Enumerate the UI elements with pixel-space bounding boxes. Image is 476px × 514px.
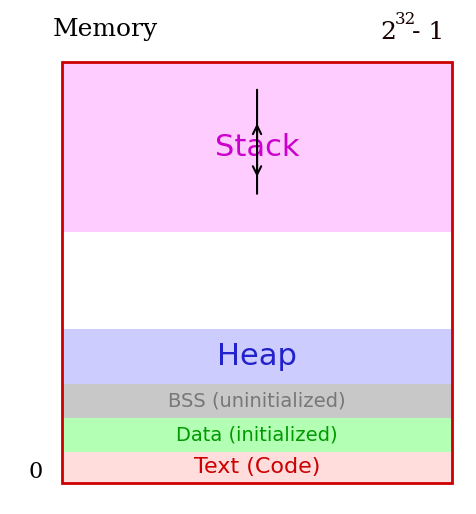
Bar (62, 452, 452, 483)
Text: Memory: Memory (52, 18, 158, 41)
Text: Text (Code): Text (Code) (194, 457, 320, 478)
Bar (62, 384, 452, 418)
Bar (62, 62, 452, 232)
Text: Data (initialized): Data (initialized) (176, 425, 338, 444)
Bar (62, 329, 452, 384)
Text: 0: 0 (29, 461, 43, 483)
Text: - 1: - 1 (412, 21, 444, 44)
Text: 32: 32 (395, 11, 416, 28)
Bar (62, 232, 452, 329)
Text: Stack: Stack (215, 133, 299, 161)
Text: Heap: Heap (217, 342, 297, 371)
Bar (62, 418, 452, 452)
Text: 2: 2 (381, 21, 397, 44)
Text: BSS (uninitialized): BSS (uninitialized) (168, 392, 346, 411)
